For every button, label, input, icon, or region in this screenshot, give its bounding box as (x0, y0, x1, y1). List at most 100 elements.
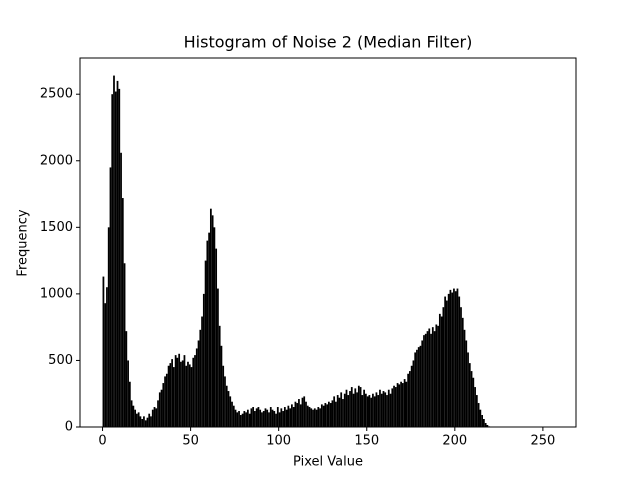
bar (259, 409, 262, 427)
bar (151, 409, 154, 427)
bar (310, 408, 313, 427)
x-tick-label: 0 (98, 434, 106, 449)
bar (146, 417, 149, 427)
bar (118, 88, 121, 427)
bar (114, 91, 117, 427)
bar (350, 387, 353, 427)
bar (409, 371, 411, 427)
bar (320, 404, 323, 427)
bar (276, 407, 279, 427)
bar (403, 379, 406, 427)
bar (486, 425, 489, 427)
y-tick-label: 0 (65, 420, 73, 435)
bar (285, 409, 288, 427)
bar (370, 397, 373, 427)
bar (430, 333, 432, 427)
bar (181, 360, 184, 427)
bar (167, 365, 170, 427)
bar (109, 167, 112, 428)
bar (467, 352, 469, 427)
bar (435, 324, 438, 427)
bar (116, 80, 119, 427)
bar (424, 333, 427, 427)
bar (465, 340, 468, 427)
bar (453, 288, 455, 427)
bar (315, 409, 318, 427)
bar (143, 416, 145, 427)
bar (426, 331, 429, 427)
bar (393, 385, 395, 427)
bar (372, 393, 374, 427)
bar (220, 345, 223, 427)
bar (106, 287, 108, 427)
bar (236, 412, 239, 427)
bar (254, 411, 256, 427)
bar (173, 367, 175, 427)
bar (183, 355, 186, 427)
bar (128, 381, 131, 427)
bar (178, 353, 181, 427)
bar (394, 387, 397, 427)
bar (234, 409, 237, 427)
bar (291, 404, 293, 427)
bar (373, 396, 376, 427)
bar (299, 404, 302, 427)
y-tick-label: 500 (48, 353, 73, 368)
bar (335, 401, 337, 427)
bar (158, 392, 161, 427)
bar (229, 396, 232, 427)
bar (238, 411, 240, 427)
bar (331, 400, 334, 427)
bar (243, 411, 246, 427)
bar (324, 403, 327, 427)
bar (255, 408, 258, 427)
bar (475, 395, 478, 427)
bar (296, 403, 299, 427)
bar (185, 365, 188, 427)
bar (257, 407, 260, 427)
bar (231, 401, 233, 427)
bar (160, 389, 163, 427)
bar (345, 389, 348, 427)
bar (333, 396, 336, 427)
bar (431, 327, 434, 427)
bar (472, 377, 475, 427)
bar (102, 276, 105, 427)
bar (328, 401, 330, 427)
bar (380, 393, 383, 427)
bar (134, 409, 137, 427)
bar (481, 415, 483, 427)
bar (206, 240, 209, 427)
bar (305, 401, 307, 427)
bar (157, 400, 159, 427)
bar (417, 347, 420, 427)
bar (104, 303, 107, 427)
bar (289, 408, 292, 427)
bar (180, 361, 182, 427)
bar (440, 316, 443, 427)
bar (312, 409, 314, 427)
bar (194, 355, 196, 427)
bar (303, 396, 306, 427)
bar (176, 357, 179, 427)
bar (294, 401, 297, 427)
bar (352, 393, 355, 427)
bar (127, 360, 129, 427)
bar (451, 292, 454, 427)
bar (437, 325, 439, 427)
bar (400, 381, 402, 427)
bar (155, 408, 158, 427)
y-tick-label: 1500 (40, 220, 73, 235)
bar (398, 384, 401, 427)
bar (141, 419, 144, 427)
bar (239, 415, 242, 427)
bar (447, 293, 450, 427)
x-tick-label: 100 (266, 434, 291, 449)
bar (389, 393, 392, 427)
bar (401, 383, 404, 427)
bar (407, 373, 410, 427)
bar (130, 400, 133, 427)
bar (438, 313, 441, 427)
bar (192, 357, 195, 427)
